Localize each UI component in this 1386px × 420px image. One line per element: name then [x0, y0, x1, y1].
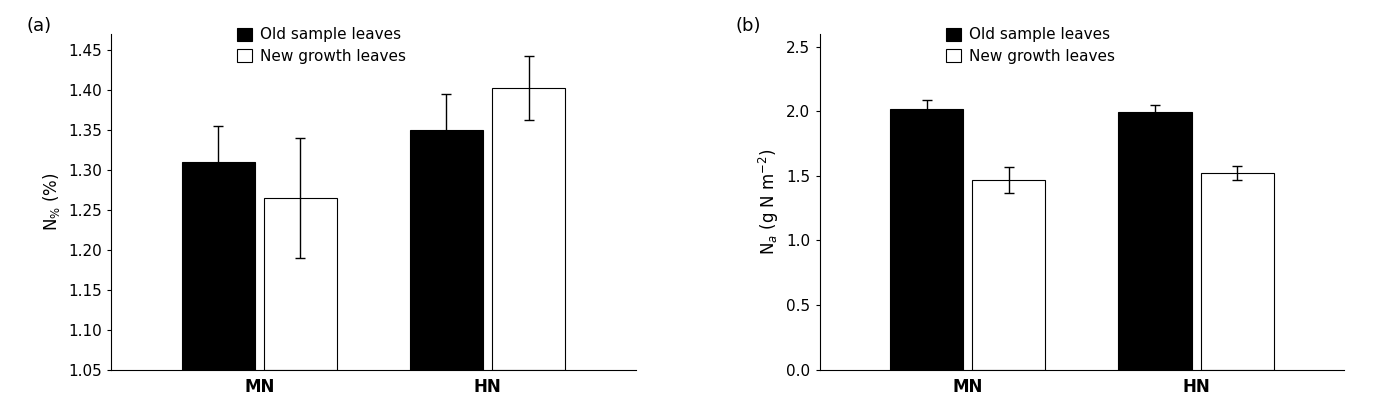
Bar [1119, 113, 1192, 370]
Bar [263, 197, 337, 370]
Y-axis label: N$_{\%}$ (%): N$_{\%}$ (%) [42, 172, 62, 231]
Bar [410, 130, 482, 370]
Bar [492, 88, 565, 370]
Bar [890, 108, 963, 370]
Legend: Old sample leaves, New growth leaves: Old sample leaves, New growth leaves [234, 24, 409, 67]
Bar [182, 162, 255, 370]
Bar [1200, 173, 1274, 370]
Text: (a): (a) [26, 17, 53, 35]
Legend: Old sample leaves, New growth leaves: Old sample leaves, New growth leaves [942, 24, 1117, 67]
Y-axis label: N$_a$ (g N m$^{-2}$): N$_a$ (g N m$^{-2}$) [757, 148, 780, 255]
Bar [973, 180, 1045, 370]
Text: (b): (b) [736, 17, 761, 35]
